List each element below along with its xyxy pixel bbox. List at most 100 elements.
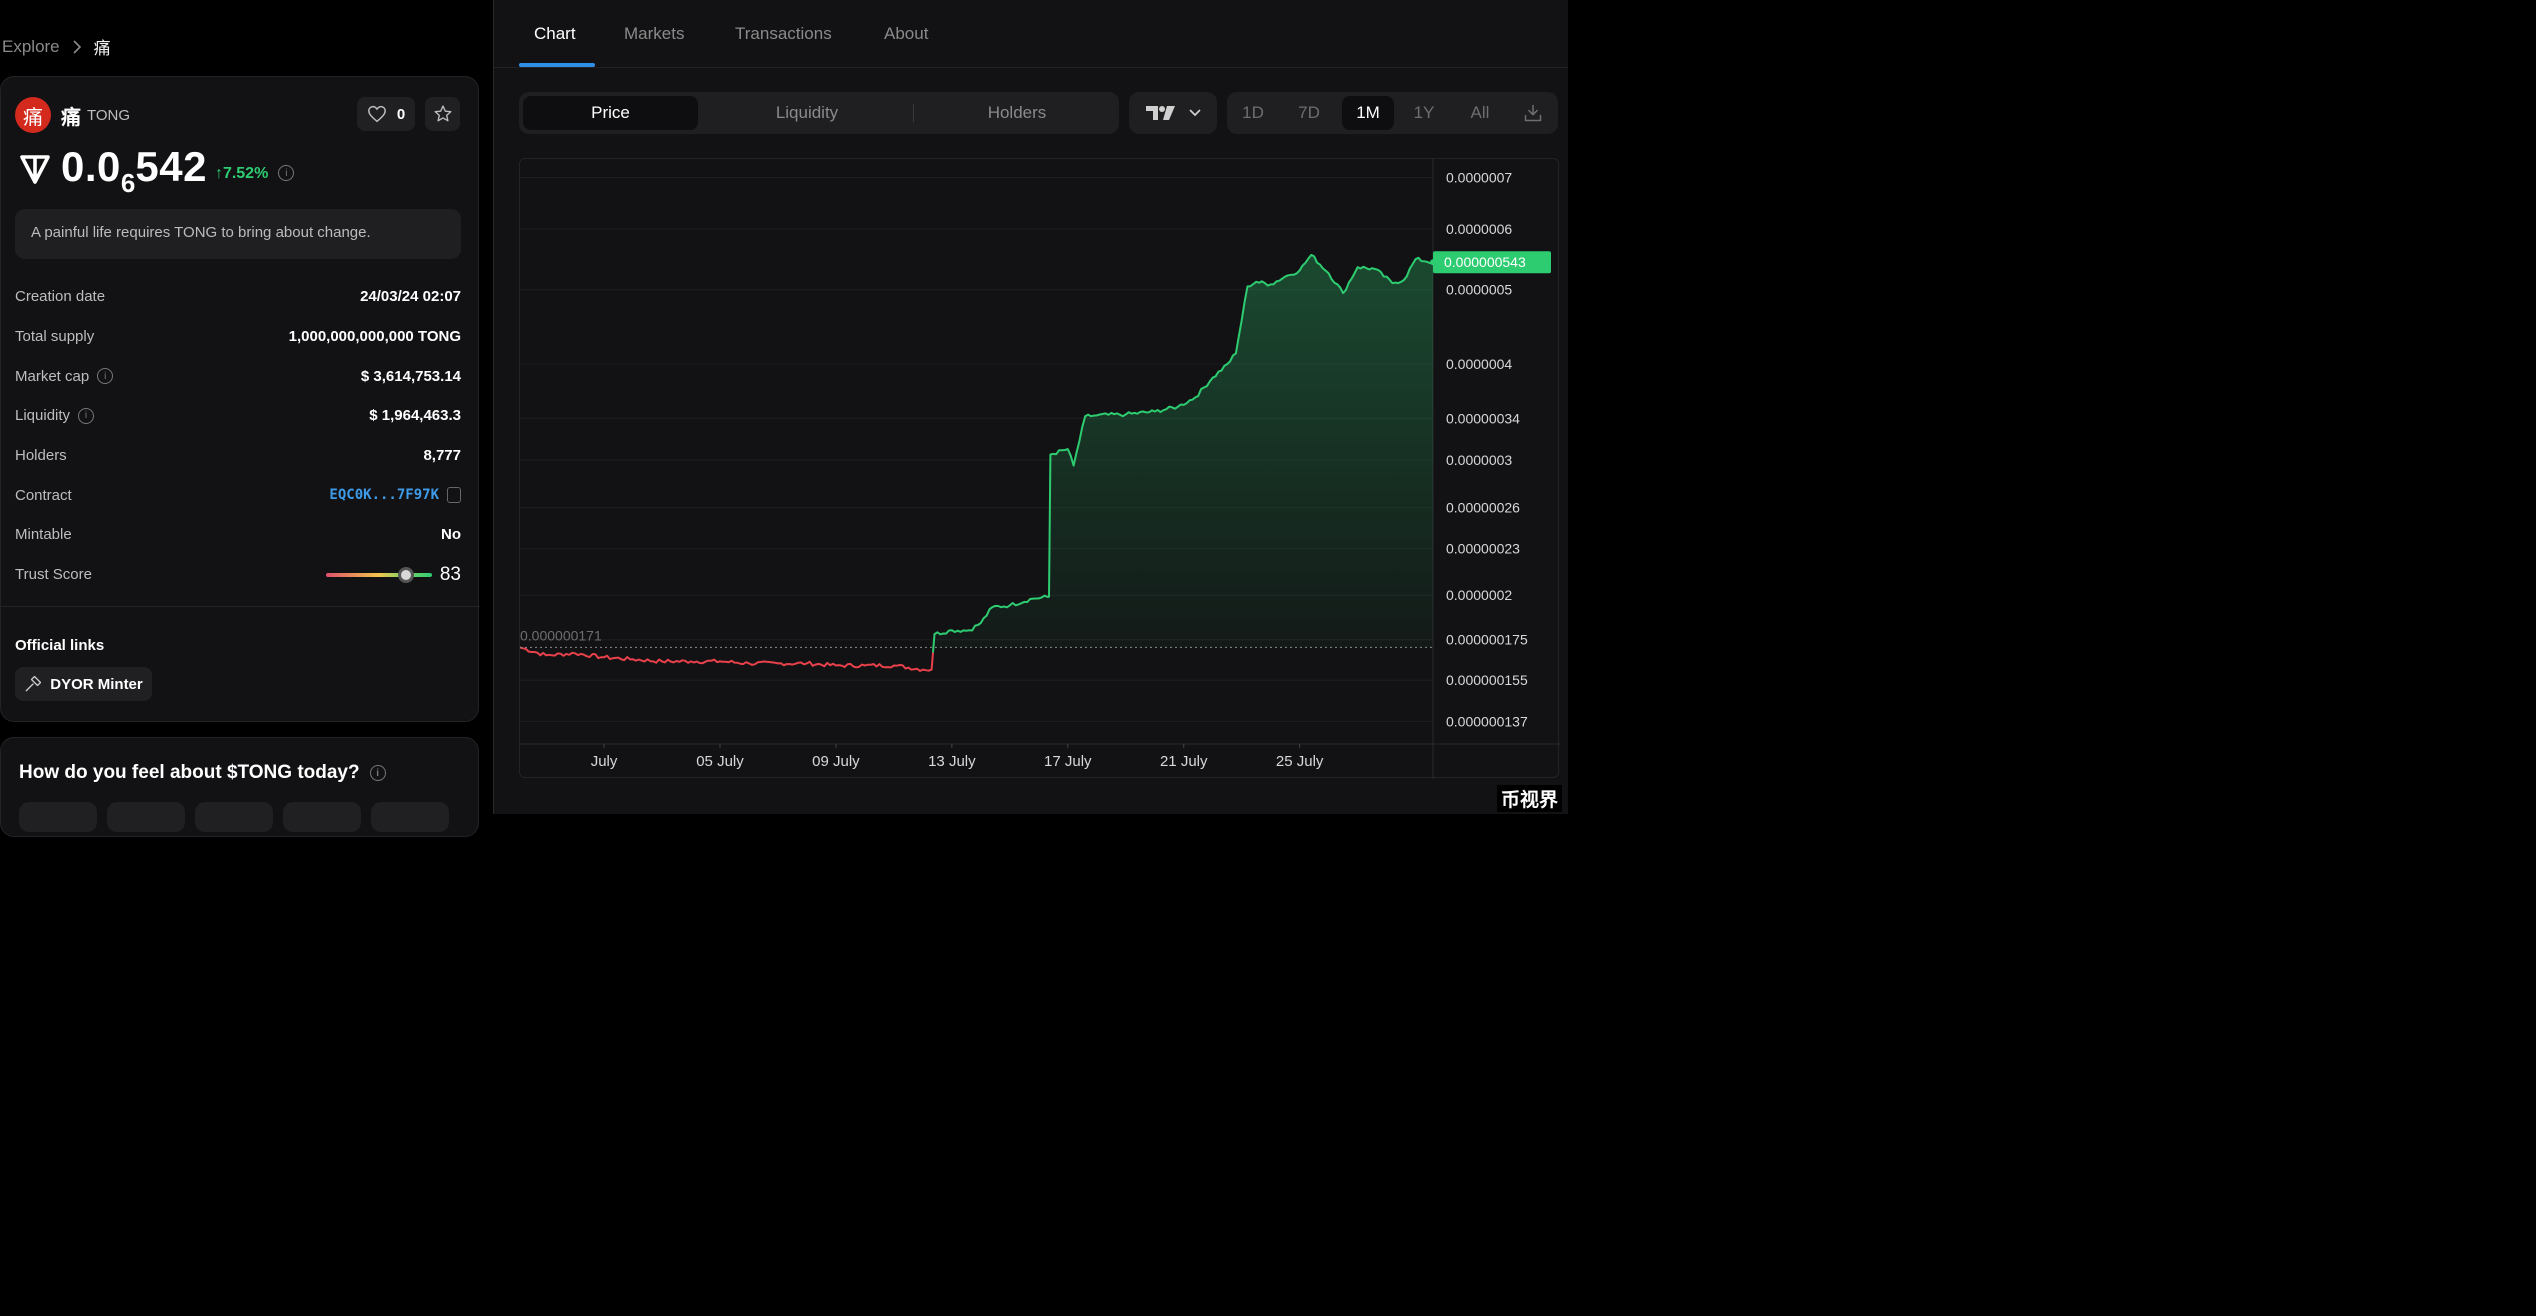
chevron-down-icon xyxy=(1189,109,1201,117)
breadcrumb: Explore 痛 xyxy=(2,34,111,59)
y-tick-label: 0.000000137 xyxy=(1446,713,1528,729)
stat-label: Contract xyxy=(15,486,72,504)
like-button[interactable]: 0 xyxy=(357,97,415,131)
info-icon[interactable]: i xyxy=(97,368,114,385)
reference-price-label: 0.000000171 xyxy=(520,627,602,643)
x-tick-label: 09 July xyxy=(812,753,860,770)
stat-value: No xyxy=(441,526,461,544)
y-tick-label: 0.0000006 xyxy=(1446,221,1512,237)
stat-label: Creation date xyxy=(15,288,106,306)
sentiment-card: How do you feel about $TONG today? i xyxy=(0,737,479,837)
chart-panel: Chart Markets Transactions About Price L… xyxy=(494,0,1568,814)
x-tick-label: 21 July xyxy=(1160,753,1208,770)
token-stats: Creation date 24/03/24 02:07 Total suppl… xyxy=(15,277,461,595)
y-tick-label: 0.00000023 xyxy=(1446,541,1520,557)
price-chart-frame: 0.000000171 0.0000007 0.0000006 0.0000005 0… xyxy=(519,158,1560,779)
trust-score: 83 xyxy=(325,563,461,586)
sentiment-option[interactable] xyxy=(195,802,273,832)
stat-label: Total supply xyxy=(15,328,95,346)
price-line-segment xyxy=(932,253,1434,653)
tab-markets[interactable]: Markets xyxy=(624,24,685,43)
x-tick-label: 17 July xyxy=(1044,753,1092,770)
sentiment-option[interactable] xyxy=(371,802,449,832)
range-1y[interactable]: 1Y xyxy=(1413,103,1435,122)
y-tick-label: 0.0000007 xyxy=(1446,170,1512,186)
sentiment-option[interactable] xyxy=(107,802,185,832)
token-info-card: 痛 痛 TONG 0 0.0 6 542 ↑7.52% i A painful … xyxy=(0,76,480,722)
dyor-minter-link[interactable]: DYOR Minter xyxy=(15,667,152,701)
range-1d[interactable]: 1D xyxy=(1242,103,1264,122)
stat-label: Mintable xyxy=(15,526,72,544)
stat-row-market-cap: Market cap i $ 3,614,753.14 xyxy=(15,356,461,396)
active-tab-indicator xyxy=(519,63,595,67)
trust-score-knob xyxy=(397,566,414,583)
copy-icon[interactable] xyxy=(447,487,461,504)
price-zero-count: 6 xyxy=(120,168,136,198)
segment-holders[interactable]: Holders xyxy=(987,103,1047,122)
y-tick-label: 0.000000155 xyxy=(1446,672,1528,688)
segment-price[interactable]: Price xyxy=(523,96,698,130)
stat-label-wrap: Market cap i xyxy=(15,368,114,385)
token-symbol: TONG xyxy=(87,107,131,124)
stat-value: $ 1,964,463.3 xyxy=(369,407,461,425)
chart-metric-selector: Price Liquidity Holders xyxy=(519,92,1119,134)
stat-row-total-supply: Total supply 1,000,000,000,000 TONG xyxy=(15,317,461,357)
stat-value: 24/03/24 02:07 xyxy=(360,288,461,306)
info-icon[interactable]: i xyxy=(369,765,386,781)
price-chart[interactable]: 0.000000171 0.0000007 0.0000006 0.0000005 0… xyxy=(520,159,1560,779)
stat-row-trust-score: Trust Score 83 xyxy=(15,555,461,595)
sentiment-question: How do you feel about $TONG today? xyxy=(19,762,360,783)
x-tick-label: 05 July xyxy=(696,753,744,770)
range-7d[interactable]: 7D xyxy=(1298,103,1320,122)
time-range-selector: 1D 7D 1M 1Y All xyxy=(1227,92,1558,134)
stat-row-contract: Contract EQC0K...7F97K xyxy=(15,475,461,515)
favorite-button[interactable] xyxy=(425,97,460,131)
chevron-right-icon xyxy=(73,39,81,54)
sentiment-option[interactable] xyxy=(283,802,361,832)
range-all[interactable]: All xyxy=(1470,103,1490,122)
stat-label: Trust Score xyxy=(15,566,92,584)
token-logo: 痛 xyxy=(15,97,51,133)
download-button[interactable] xyxy=(1507,96,1559,130)
price-digits: 542 xyxy=(135,143,207,190)
y-tick-label: 0.000000175 xyxy=(1446,632,1528,648)
watermark: 币视界 xyxy=(1496,785,1562,812)
range-1m[interactable]: 1M xyxy=(1342,96,1394,130)
token-description: A painful life requires TONG to bring ab… xyxy=(15,209,461,259)
breadcrumb-current: 痛 xyxy=(93,39,111,58)
price-display: 0.0 6 542 ↑7.52% i xyxy=(19,143,295,198)
stat-value: 8,777 xyxy=(423,447,461,465)
trust-score-bar xyxy=(325,566,432,583)
tab-chart[interactable]: Chart xyxy=(534,24,576,43)
price-change: ↑7.52% xyxy=(214,165,269,182)
y-tick-label: 0.0000004 xyxy=(1446,356,1512,372)
segment-liquidity[interactable]: Liquidity xyxy=(775,103,839,122)
sentiment-option[interactable] xyxy=(19,802,97,832)
y-tick-label: 0.00000026 xyxy=(1446,500,1520,516)
star-icon xyxy=(434,105,451,122)
segment-separator xyxy=(913,104,914,122)
chart-type-dropdown[interactable] xyxy=(1129,92,1217,134)
tab-bar: Chart Markets Transactions About xyxy=(494,0,1568,68)
tradingview-icon xyxy=(1146,106,1175,120)
breadcrumb-explore-link[interactable]: Explore xyxy=(2,36,60,56)
token-name: 痛 xyxy=(61,107,81,129)
trust-score-value: 83 xyxy=(439,563,461,585)
current-price-tag: 0.000000543 xyxy=(1433,251,1551,274)
stat-row-creation-date: Creation date 24/03/24 02:07 xyxy=(15,277,461,317)
tab-transactions[interactable]: Transactions xyxy=(735,24,832,43)
tab-about[interactable]: About xyxy=(884,24,929,43)
stat-row-mintable: Mintable No xyxy=(15,515,461,555)
token-sidebar: Explore 痛 痛 痛 TONG 0 0.0 6 542 ↑7.52% i … xyxy=(0,0,493,837)
y-tick-label: 0.0000002 xyxy=(1446,587,1512,603)
price-prefix: 0.0 xyxy=(61,143,121,190)
divider xyxy=(1,606,480,607)
info-icon[interactable]: i xyxy=(78,407,95,424)
ton-icon xyxy=(20,155,50,184)
hammer-icon xyxy=(25,675,42,692)
contract-address-link[interactable]: EQC0K...7F97K xyxy=(329,487,439,504)
stat-row-holders: Holders 8,777 xyxy=(15,436,461,476)
like-count: 0 xyxy=(396,105,406,123)
price-info-icon[interactable]: i xyxy=(278,165,295,181)
y-tick-label: 0.00000034 xyxy=(1446,410,1520,426)
